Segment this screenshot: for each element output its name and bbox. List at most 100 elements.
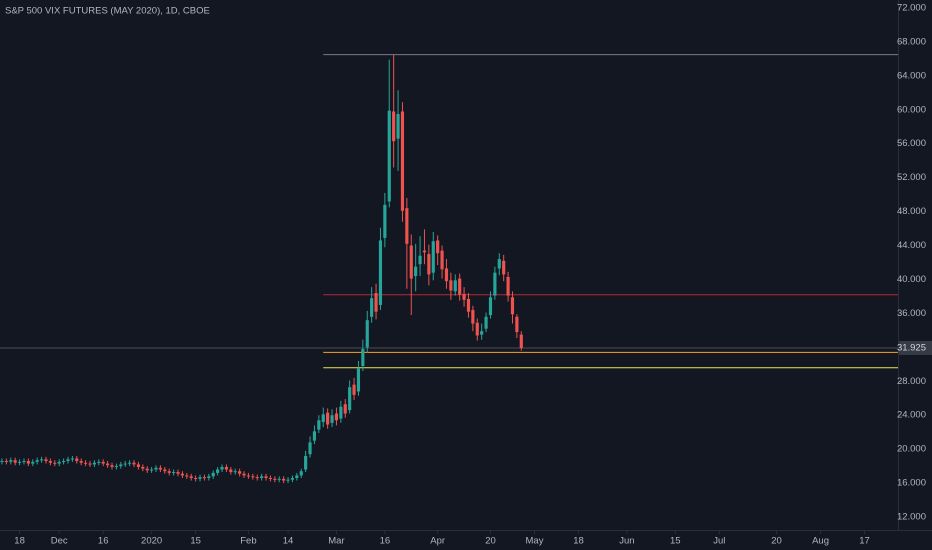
x-tick-label: 16 [380, 536, 391, 547]
x-tick-label: Feb [240, 536, 256, 547]
candle-body [40, 459, 44, 461]
candle-body [361, 349, 365, 367]
candle-body [352, 384, 356, 395]
candle-body [132, 462, 136, 465]
candle-body [167, 471, 171, 473]
candle-body [229, 469, 233, 473]
candle-body [396, 114, 400, 139]
candle-body [444, 268, 449, 282]
candle-body [17, 461, 22, 463]
x-tick-label: May [526, 536, 544, 547]
candle-body [110, 465, 114, 467]
candle-body [145, 468, 149, 471]
candle-body [114, 466, 118, 468]
candle-body [264, 476, 268, 478]
y-tick-label: 64.000 [897, 70, 926, 81]
candle-body [75, 458, 79, 462]
candle-body [233, 471, 237, 473]
y-tick-label: 28.000 [897, 376, 926, 387]
y-tick-label: 16.000 [897, 478, 926, 489]
candle-body [255, 477, 259, 479]
candle-body [409, 245, 413, 279]
y-tick-label: 12.000 [897, 512, 926, 523]
x-tick-label: Jul [713, 536, 725, 547]
x-tick-label: 18 [14, 536, 25, 547]
candle-body [216, 469, 220, 473]
candle-body [79, 461, 83, 463]
y-tick-label: 60.000 [897, 104, 926, 115]
candle-body [150, 469, 154, 471]
candle-body [339, 406, 343, 419]
x-tick-label: Mar [328, 536, 344, 547]
candle-body [334, 413, 339, 421]
candle-body [48, 461, 52, 463]
candle-body [273, 478, 277, 480]
candle-body [44, 459, 48, 462]
candle-body [488, 297, 493, 316]
candle-body [436, 240, 440, 254]
candle-body [128, 462, 132, 464]
x-tick-label: Aug [812, 536, 829, 547]
candle-body [378, 240, 383, 305]
y-tick-label: 40.000 [897, 274, 926, 285]
candle-body [317, 420, 321, 430]
candle-body [348, 387, 352, 411]
y-tick-label: 72.000 [897, 2, 926, 13]
candle-body [502, 260, 506, 275]
y-tick-label: 36.000 [897, 308, 926, 319]
candle-body [356, 368, 361, 392]
candle-body [238, 471, 242, 474]
candle-body [84, 462, 88, 464]
candle-body [176, 472, 180, 474]
candle-body [365, 320, 369, 348]
candle-body [387, 110, 391, 202]
candle-body [466, 298, 471, 312]
candle-body [458, 278, 462, 295]
candle-body [312, 431, 317, 441]
candle-body [506, 276, 510, 296]
x-tick-label: Apr [430, 536, 445, 547]
candle-body [440, 250, 444, 270]
candle-body [515, 316, 519, 333]
candle-body [493, 272, 497, 296]
candle-body [374, 293, 378, 312]
candle-body [242, 473, 246, 476]
candle-body [510, 297, 515, 315]
candle-body [224, 466, 229, 470]
candle-body [88, 463, 92, 465]
candle-body [246, 475, 251, 477]
x-tick-label: 14 [283, 536, 294, 547]
x-tick-label: 16 [98, 536, 109, 547]
candle-body [163, 469, 167, 472]
candle-body [26, 461, 30, 464]
x-tick-label: Dec [51, 536, 68, 547]
candle-body [57, 461, 61, 464]
candle-body [119, 464, 123, 467]
candle-body [4, 461, 8, 463]
candle-body [97, 461, 101, 463]
candle-body [0, 461, 4, 463]
chart-title: S&P 500 VIX FUTURES (MAY 2020), 1D, CBOE [5, 6, 210, 17]
candle-body [453, 280, 457, 292]
candle-body [13, 460, 17, 463]
x-tick-label: 2020 [141, 536, 162, 547]
y-tick-label: 68.000 [897, 36, 926, 47]
candle-body [290, 477, 295, 480]
candle-body [9, 460, 13, 462]
candle-body [282, 478, 286, 481]
candle-body [299, 471, 303, 476]
candle-body [427, 254, 431, 275]
candle-body [123, 463, 127, 465]
candle-body [141, 466, 145, 469]
candle-body [295, 475, 299, 478]
candle-body [106, 463, 110, 466]
x-tick-label: 20 [485, 536, 496, 547]
candle-body [62, 461, 66, 463]
x-tick-label: 17 [859, 536, 870, 547]
y-tick-label: 24.000 [897, 410, 926, 421]
candle-body [189, 476, 193, 478]
candle-body [422, 250, 427, 253]
candle-body [383, 204, 387, 238]
